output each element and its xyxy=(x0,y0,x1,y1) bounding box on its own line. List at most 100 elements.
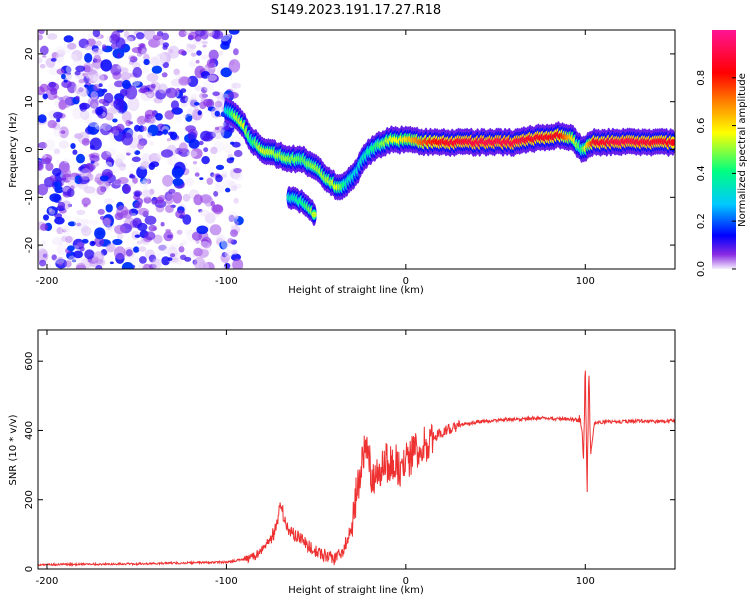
y-tick-label: 0 xyxy=(24,146,35,152)
noise-blob xyxy=(136,240,142,245)
noise-blob xyxy=(94,227,106,240)
noise-blob xyxy=(225,187,231,193)
noise-blob xyxy=(76,242,85,247)
noise-blob xyxy=(158,243,170,255)
noise-blob xyxy=(121,111,132,123)
noise-blob xyxy=(168,131,174,136)
noise-blob xyxy=(57,201,66,210)
noise-blob xyxy=(107,128,113,133)
noise-blob xyxy=(116,233,124,240)
noise-blob xyxy=(67,221,77,227)
colorbar-tick-label: 0.2 xyxy=(696,213,707,229)
noise-blob xyxy=(58,140,69,149)
noise-blob xyxy=(60,130,66,134)
noise-blob xyxy=(99,74,108,81)
noise-blob xyxy=(146,132,153,138)
noise-blob xyxy=(150,56,160,67)
noise-blob xyxy=(92,61,102,70)
noise-blob xyxy=(131,47,143,54)
noise-blob xyxy=(228,127,235,133)
noise-blob xyxy=(132,67,143,78)
noise-blob xyxy=(120,72,132,80)
noise-blob xyxy=(38,142,48,149)
noise-blob xyxy=(83,65,91,73)
noise-blob xyxy=(93,83,100,92)
noise-blob xyxy=(201,54,209,60)
colorbar-tick-label: 0.6 xyxy=(696,118,707,134)
noise-blob xyxy=(76,222,82,227)
noise-blob xyxy=(178,142,188,153)
noise-blob xyxy=(98,83,103,88)
noise-blob xyxy=(139,256,147,264)
noise-blob xyxy=(229,180,237,189)
noise-blob xyxy=(155,53,167,65)
noise-blob xyxy=(184,177,194,187)
noise-blob xyxy=(224,262,231,269)
noise-blob xyxy=(67,42,77,50)
noise-blob xyxy=(206,74,218,82)
noise-blob xyxy=(193,256,206,269)
ridge-cell xyxy=(670,139,675,146)
noise-blob xyxy=(47,82,59,92)
top-x-ticks: -200 -100 0 100 xyxy=(36,30,595,287)
noise-blob xyxy=(178,246,185,253)
noise-blob xyxy=(53,181,59,188)
noise-blob xyxy=(51,52,59,59)
noise-blob xyxy=(202,44,207,48)
noise-blob xyxy=(143,196,152,204)
noise-blob xyxy=(152,34,162,41)
noise-blob xyxy=(158,244,167,251)
colorbar-tick-label: 0.4 xyxy=(696,165,707,181)
noise-blob xyxy=(148,254,157,263)
noise-blob xyxy=(179,96,188,104)
noise-blob xyxy=(40,223,49,231)
noise-blob xyxy=(133,78,141,87)
noise-blob xyxy=(137,207,149,216)
noise-blob xyxy=(45,139,56,151)
noise-blob xyxy=(189,44,197,50)
noise-blob xyxy=(203,147,209,153)
noise-blob xyxy=(229,157,235,161)
noise-blob xyxy=(91,48,104,56)
noise-blob xyxy=(125,85,138,100)
noise-blob xyxy=(230,141,235,145)
noise-blob xyxy=(115,153,126,162)
x-tick-label: -200 xyxy=(36,276,59,287)
noise-blob xyxy=(38,80,43,86)
noise-blob xyxy=(140,43,145,48)
noise-blob xyxy=(62,173,72,183)
noise-blob xyxy=(109,261,114,265)
noise-blob xyxy=(186,43,192,48)
noise-blob xyxy=(199,241,211,250)
noise-blob xyxy=(110,89,115,94)
noise-blob xyxy=(56,227,64,235)
noise-blob xyxy=(75,95,80,101)
y-tick-label: 600 xyxy=(24,352,35,371)
noise-blob xyxy=(199,177,204,181)
noise-blob xyxy=(112,238,123,246)
noise-blob xyxy=(145,178,152,184)
noise-blob xyxy=(227,91,239,99)
noise-blob xyxy=(165,229,172,233)
noise-blob xyxy=(200,86,208,94)
noise-blob xyxy=(200,71,210,79)
noise-blob xyxy=(60,95,72,108)
noise-blob xyxy=(144,215,157,225)
noise-blob xyxy=(56,118,61,123)
noise-blob xyxy=(42,55,47,58)
noise-blob xyxy=(117,177,129,185)
noise-blob xyxy=(84,249,95,260)
noise-blob xyxy=(39,45,49,56)
noise-blob xyxy=(194,172,200,177)
noise-blob xyxy=(167,257,173,261)
noise-blob xyxy=(63,35,74,43)
noise-blob xyxy=(130,56,137,60)
spectral-ridge xyxy=(223,97,675,227)
noise-blob xyxy=(161,32,170,41)
noise-blob xyxy=(95,40,102,47)
noise-blob xyxy=(135,32,145,40)
noise-blob xyxy=(215,164,225,170)
noise-blob xyxy=(83,114,93,125)
noise-blob xyxy=(106,243,116,253)
noise-blob xyxy=(194,85,203,92)
